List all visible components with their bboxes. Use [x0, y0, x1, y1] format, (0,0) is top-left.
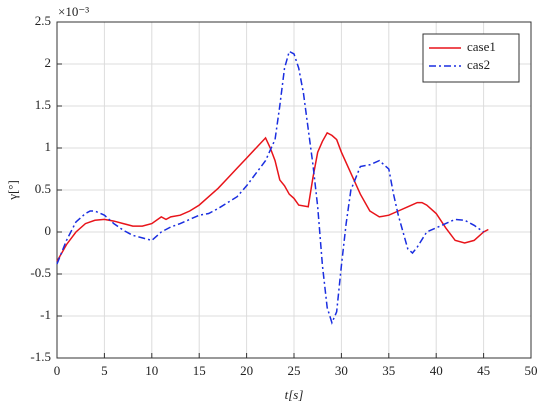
legend-box — [422, 33, 520, 83]
y-tick-label: 0 — [45, 223, 52, 238]
x-tick-label: 40 — [430, 363, 443, 378]
x-tick-label: 15 — [193, 363, 206, 378]
legend-label: cas2 — [467, 57, 490, 72]
x-tick-label: 35 — [382, 363, 395, 378]
x-tick-label: 20 — [240, 363, 253, 378]
x-tick-label: 10 — [145, 363, 158, 378]
y-tick-label: 1.5 — [35, 97, 51, 112]
x-tick-label: 25 — [288, 363, 301, 378]
line-series — [56, 131, 489, 262]
x-axis-label: t[s] — [285, 387, 304, 402]
legend: case1 cas2 — [422, 33, 520, 83]
x-tick-label: 5 — [101, 363, 108, 378]
y-tick-label: -1.5 — [30, 349, 51, 364]
y-exponent: ×10⁻³ — [58, 4, 89, 19]
x-tick-label: 50 — [525, 363, 538, 378]
x-tick-label: 45 — [477, 363, 490, 378]
line-series — [56, 50, 485, 325]
y-tick-label: -0.5 — [30, 265, 51, 280]
plot-frame — [56, 21, 532, 359]
y-tick-label: 0.5 — [35, 181, 51, 196]
y-tick-label: -1 — [40, 307, 51, 322]
y-axis-label: γ[°] — [5, 180, 20, 201]
x-tick-label: 30 — [335, 363, 348, 378]
y-tick-label: 2 — [45, 55, 52, 70]
y-tick-label: 1 — [45, 139, 52, 154]
x-tick-label: 0 — [54, 363, 61, 378]
y-tick-label: 2.5 — [35, 13, 51, 28]
legend-label: case1 — [467, 39, 496, 54]
